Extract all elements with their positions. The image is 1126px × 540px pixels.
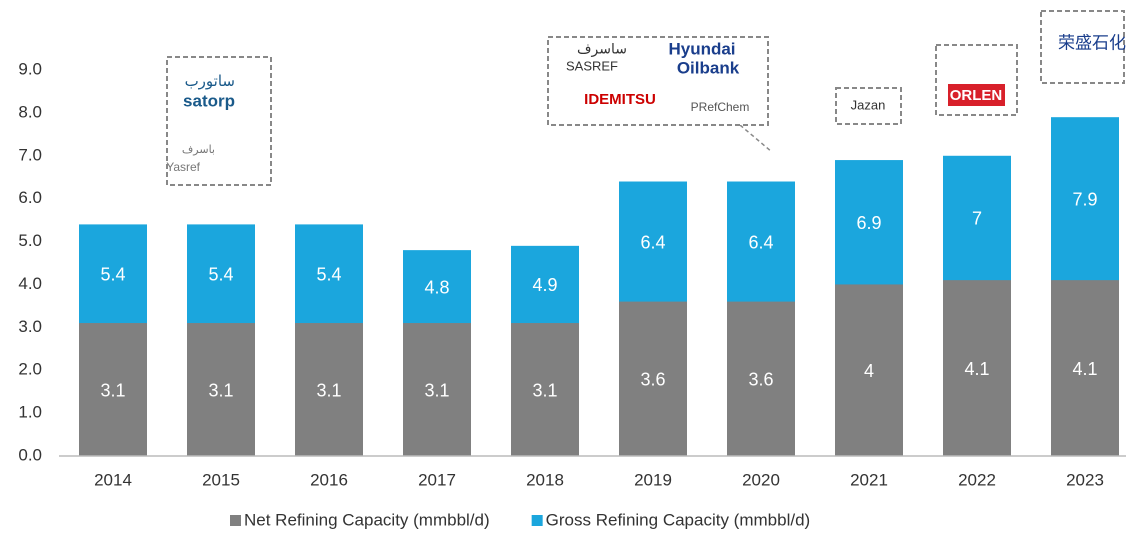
- y-tick-label: 4.0: [18, 274, 42, 293]
- y-tick-label: 0.0: [18, 445, 42, 464]
- bar: [619, 301, 687, 456]
- callout-pointer: [739, 124, 773, 153]
- data-label: 7.9: [1072, 189, 1097, 209]
- bar: [727, 301, 795, 456]
- y-tick-label: 7.0: [18, 145, 42, 164]
- data-label: 6.9: [856, 213, 881, 233]
- bar: [295, 323, 363, 456]
- logo-bg: [948, 84, 1005, 106]
- bar: [187, 323, 255, 456]
- callout-box: [547, 36, 769, 126]
- callout-text: SASREF: [566, 58, 618, 73]
- x-tick-label: 2019: [634, 470, 672, 489]
- callout-text: IDEMITSU: [584, 91, 656, 108]
- callout-text: باسرف: [182, 144, 215, 156]
- callout-text: ساتورب: [185, 73, 235, 90]
- data-label: 4.1: [964, 359, 989, 379]
- data-label: 3.1: [208, 380, 233, 400]
- x-tick-label: 2020: [742, 470, 780, 489]
- bar: [835, 284, 903, 456]
- data-label: 5.4: [316, 264, 341, 284]
- data-label: 4: [864, 361, 874, 381]
- data-label: 3.6: [748, 370, 773, 390]
- y-tick-label: 9.0: [18, 59, 42, 78]
- y-tick-label: 6.0: [18, 188, 42, 207]
- bar: [403, 323, 471, 456]
- data-label: 3.1: [424, 380, 449, 400]
- y-tick-label: 5.0: [18, 231, 42, 250]
- data-label: 3.1: [532, 380, 557, 400]
- data-label: 6.4: [748, 232, 773, 252]
- legend-swatch: [230, 515, 241, 526]
- callout-text: ORLEN: [950, 87, 1003, 104]
- legend-swatch: [531, 515, 543, 526]
- x-tick-label: 2023: [1066, 470, 1104, 489]
- data-label: 5.4: [100, 264, 125, 284]
- callout-text: Oilbank: [677, 58, 740, 77]
- y-tick-label: 3.0: [18, 317, 42, 336]
- x-tick-label: 2015: [202, 470, 240, 489]
- callout-text: Jazan: [851, 97, 886, 112]
- y-tick-label: 1.0: [18, 403, 42, 422]
- callout-text: PRefChem: [691, 100, 750, 114]
- data-label: 6.4: [640, 232, 665, 252]
- data-label: 4.9: [532, 275, 557, 295]
- data-label: 7: [972, 209, 982, 229]
- x-tick-label: 2014: [94, 470, 132, 489]
- data-label: 4.8: [424, 277, 449, 297]
- y-tick-label: 2.0: [18, 360, 42, 379]
- x-tick-label: 2017: [418, 470, 456, 489]
- x-tick-label: 2021: [850, 470, 888, 489]
- bar: [1051, 280, 1119, 456]
- callout-text: ساسرف: [577, 41, 627, 58]
- callout-text: 荣盛石化: [1058, 33, 1126, 52]
- data-label: 4.1: [1072, 359, 1097, 379]
- bar: [943, 280, 1011, 456]
- callout-box: [1040, 10, 1125, 84]
- bar: [511, 323, 579, 456]
- legend-label: Net Refining Capacity (mmbbl/d): [244, 510, 490, 529]
- y-tick-label: 8.0: [18, 102, 42, 121]
- data-label: 3.1: [316, 380, 341, 400]
- data-label: 5.4: [208, 264, 233, 284]
- bar: [79, 323, 147, 456]
- callout-box: [835, 87, 902, 125]
- x-tick-label: 2016: [310, 470, 348, 489]
- data-label: 3.1: [100, 380, 125, 400]
- legend-label: Gross Refining Capacity (mmbbl/d): [546, 510, 811, 529]
- x-tick-label: 2018: [526, 470, 564, 489]
- data-label: 3.6: [640, 370, 665, 390]
- x-tick-label: 2022: [958, 470, 996, 489]
- callout-box: [166, 56, 272, 186]
- callout-text: Yasref: [166, 160, 200, 174]
- callout-text: Hyundai: [668, 39, 735, 58]
- callout-text: satorp: [183, 91, 235, 110]
